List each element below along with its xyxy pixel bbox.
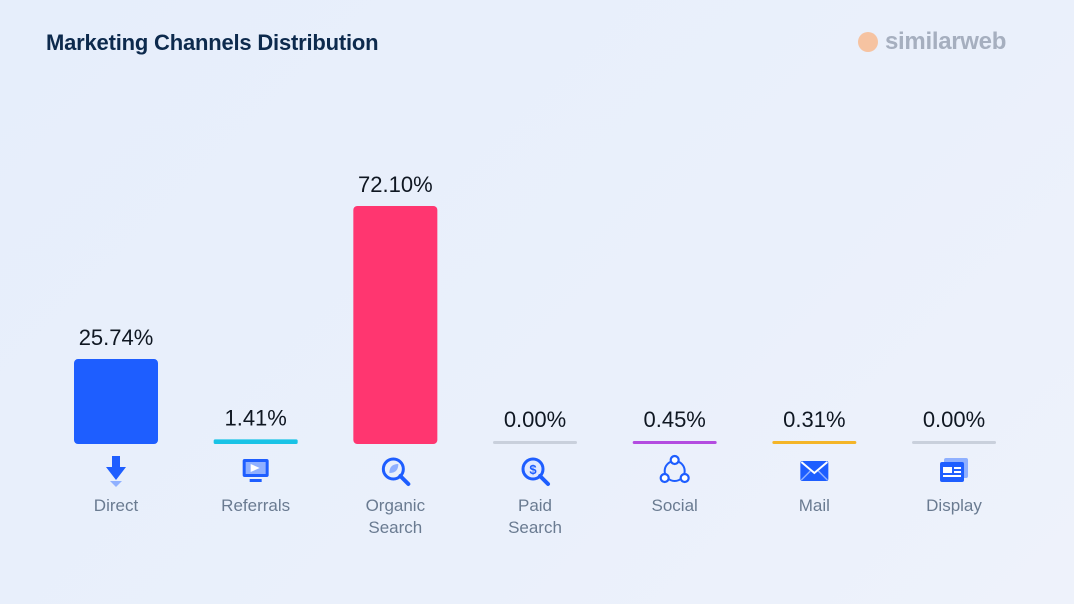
referrals-monitor-icon bbox=[242, 459, 269, 482]
category-label-3: Paid Search bbox=[508, 496, 562, 537]
bar-3 bbox=[493, 441, 578, 444]
page-title: Marketing Channels Distribution bbox=[46, 30, 379, 55]
bar-4 bbox=[632, 441, 717, 444]
direct-arrow-icon bbox=[106, 456, 126, 487]
bar-6 bbox=[912, 441, 997, 444]
category-label-4: Social bbox=[652, 496, 698, 515]
svg-text:$: $ bbox=[529, 462, 537, 477]
bar-value-label-4: 0.45% bbox=[643, 407, 705, 432]
brand-name: similarweb bbox=[885, 28, 1007, 55]
bar-2 bbox=[353, 206, 438, 444]
bar-value-label-0: 25.74% bbox=[79, 325, 154, 350]
category-label-5: Mail bbox=[799, 496, 830, 515]
bar-5 bbox=[772, 441, 857, 444]
bar-value-label-6: 0.00% bbox=[923, 407, 985, 432]
similarweb-logo-icon bbox=[858, 32, 878, 52]
bar-1 bbox=[213, 439, 298, 444]
category-label-6: Display bbox=[926, 496, 982, 515]
organic-search-icon bbox=[381, 457, 411, 486]
category-label-2: Organic Search bbox=[366, 496, 426, 537]
social-share-icon bbox=[659, 454, 690, 484]
bar-value-label-2: 72.10% bbox=[358, 172, 433, 197]
display-window-icon bbox=[940, 458, 969, 482]
brand-logo: similarweb bbox=[857, 28, 1006, 56]
bar-value-label-1: 1.41% bbox=[224, 405, 286, 430]
paid-search-icon: $ bbox=[521, 457, 551, 486]
bar-value-label-5: 0.31% bbox=[783, 407, 845, 432]
category-label-0: Direct bbox=[94, 496, 139, 515]
mail-envelope-icon bbox=[800, 461, 829, 481]
bar-0 bbox=[74, 359, 158, 444]
category-label-1: Referrals bbox=[221, 496, 290, 515]
bar-value-label-3: 0.00% bbox=[504, 407, 566, 432]
